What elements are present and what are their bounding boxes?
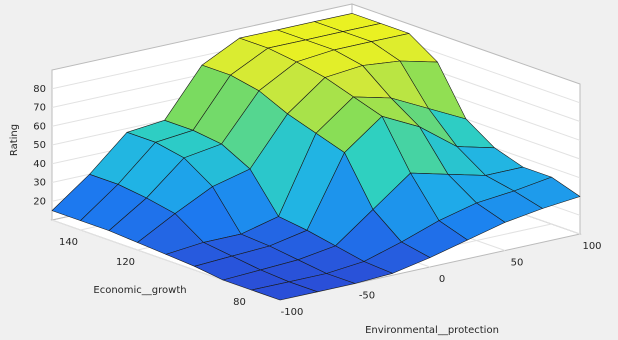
surface-cell	[251, 281, 318, 301]
z-tick-label: 60	[33, 121, 46, 132]
y-tick-label: 120	[116, 257, 135, 268]
z-tick-label: 70	[33, 103, 46, 114]
y-axis-label: Economic__growth	[93, 285, 186, 296]
z-tick-label: 40	[33, 159, 46, 170]
x-tick-label: 0	[439, 274, 445, 285]
z-tick-label: 50	[33, 140, 46, 151]
z-tick-label: 20	[33, 196, 46, 207]
x-tick-label: -100	[281, 307, 304, 318]
z-tick-label: 30	[33, 178, 46, 189]
x-tick-label: 100	[582, 241, 601, 252]
y-tick-label: 80	[233, 297, 246, 308]
z-tick-label: 80	[33, 84, 46, 95]
x-tick-label: 50	[511, 258, 524, 269]
x-axis-label: Environmental__protection	[365, 325, 499, 336]
x-tick-label: -50	[359, 291, 375, 302]
z-axis-label: Rating	[9, 124, 20, 156]
y-tick-label: 140	[59, 237, 78, 248]
